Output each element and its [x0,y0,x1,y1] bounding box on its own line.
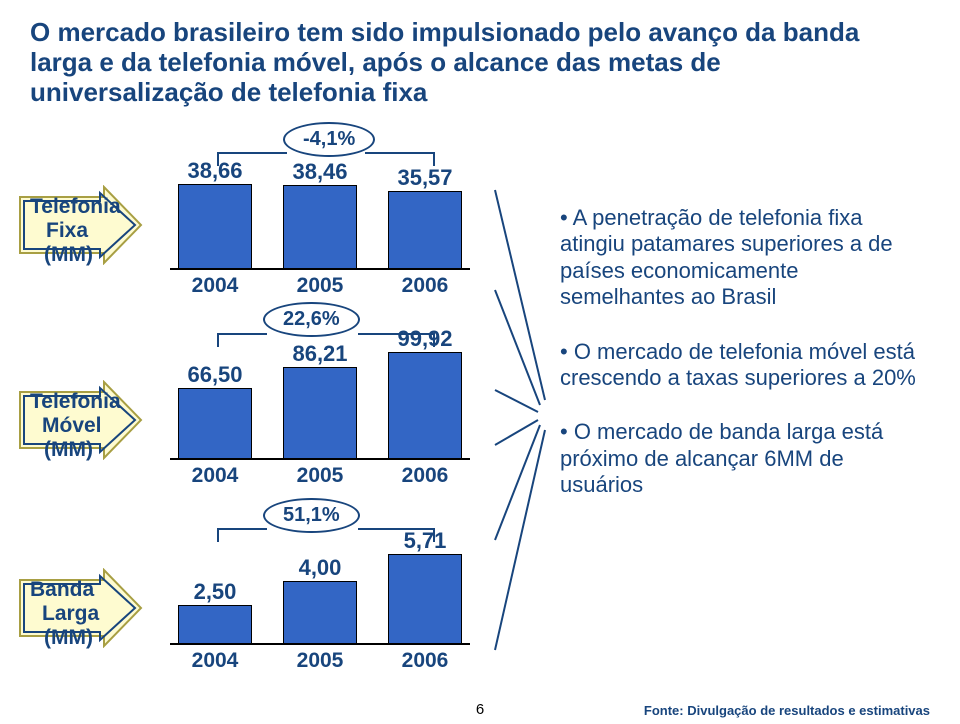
bar-fill [178,605,252,645]
bar: 99,92 [388,330,462,460]
bar-fill [388,191,462,270]
page-title: O mercado brasileiro tem sido impulsiona… [30,18,900,108]
bar: 35,57 [388,160,462,270]
x-label: 2005 [283,464,357,488]
arrow-fixa-l2: Fixa [46,219,88,242]
x-axis [170,268,470,270]
arrow-movel: Telefonia Móvel (MM) [18,380,143,460]
bar-fill [283,367,357,460]
chart-movel: 66,5086,2199,92200420052006 [170,330,470,460]
page-root: O mercado brasileiro tem sido impulsiona… [0,0,960,724]
arrow-banda: Banda Larga (MM) [18,568,143,648]
bar-value: 38,66 [178,158,252,184]
bar: 5,71 [388,530,462,645]
arrow-banda-l1: Banda [30,578,94,601]
x-label: 2006 [388,649,462,673]
footnote: Fonte: Divulgação de resultados e estima… [644,703,930,718]
bar-fill [178,184,252,270]
x-axis [170,458,470,460]
bar-value: 4,00 [283,555,357,581]
bar-value: 2,50 [178,579,252,605]
x-label: 2005 [283,649,357,673]
arrow-banda-l2: Larga [42,602,99,625]
bar: 66,50 [178,330,252,460]
page-number: 6 [476,701,484,718]
arrow-fixa: Telefonia Fixa (MM) [18,185,143,265]
bullet-list: A penetração de telefonia fixa atingiu p… [560,205,920,527]
x-label: 2005 [283,274,357,298]
arrow-movel-l1: Telefonia [30,390,121,413]
x-label: 2004 [178,274,252,298]
bar-fill [388,352,462,460]
bar-value: 86,21 [283,341,357,367]
arrow-fixa-l3: (MM) [44,243,93,266]
x-label: 2006 [388,274,462,298]
bar-fill [178,388,252,460]
x-label: 2006 [388,464,462,488]
chart-banda: 2,504,005,71200420052006 [170,530,470,645]
bar-value: 35,57 [388,165,462,191]
callout-fixa: -4,1% [283,122,375,157]
bar: 38,46 [283,160,357,270]
bar-value: 5,71 [388,528,462,554]
arrow-banda-l3: (MM) [44,626,93,649]
chart-fixa: 38,6638,4635,57200420052006 [170,160,470,270]
bar: 2,50 [178,530,252,645]
brace-icon [490,170,560,670]
bullet-item: A penetração de telefonia fixa atingiu p… [560,205,920,311]
callout-banda: 51,1% [263,498,360,533]
callout-line-fixa-r [365,152,435,154]
bar-fill [283,581,357,645]
arrow-movel-l3: (MM) [44,438,93,461]
bar-fill [388,554,462,645]
bullet-item: O mercado de telefonia móvel está cresce… [560,339,920,392]
bar: 4,00 [283,530,357,645]
bar-value: 66,50 [178,362,252,388]
x-axis [170,643,470,645]
bar-fill [283,185,357,270]
bullet-item: O mercado de banda larga está próximo de… [560,419,920,498]
bar: 38,66 [178,160,252,270]
arrow-fixa-l1: Telefonia [30,195,121,218]
bar-value: 99,92 [388,326,462,352]
x-label: 2004 [178,464,252,488]
x-label: 2004 [178,649,252,673]
bar: 86,21 [283,330,357,460]
callout-line-fixa-l [217,152,287,154]
bar-value: 38,46 [283,159,357,185]
arrow-movel-l2: Móvel [42,414,102,437]
